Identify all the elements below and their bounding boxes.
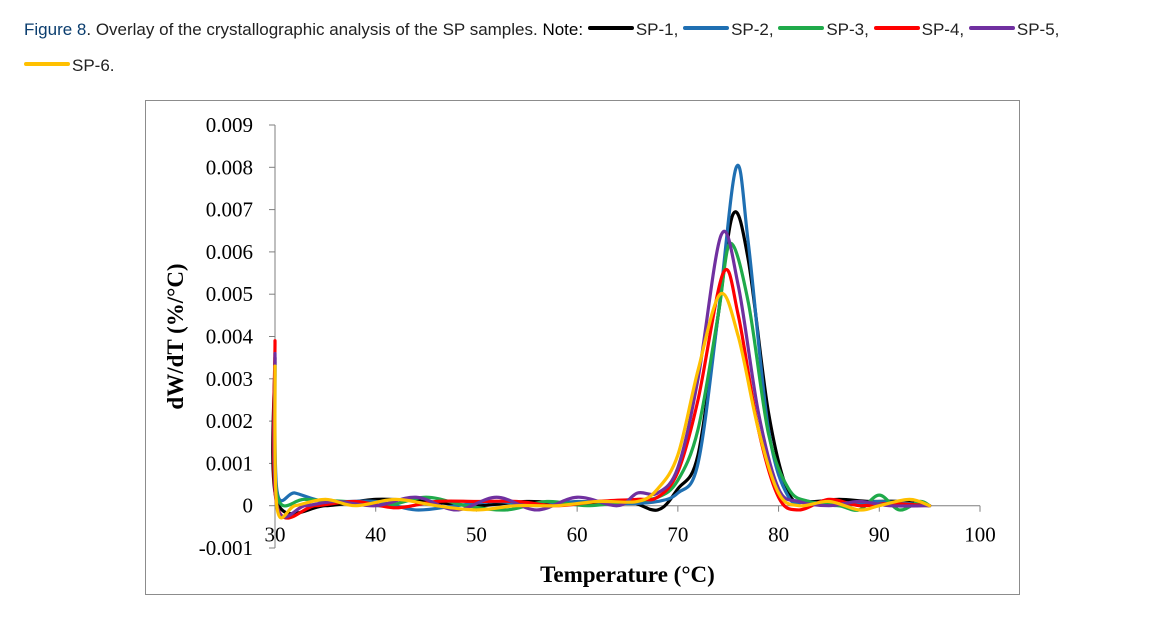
legend-entry: SP-6. <box>24 56 115 75</box>
legend-label: SP-6. <box>72 56 115 75</box>
x-tick-label: 30 <box>265 523 286 547</box>
legend-entry: SP-1, <box>587 20 679 39</box>
legend-entry: SP-4, <box>873 20 965 39</box>
y-tick-label: 0.007 <box>206 198 253 222</box>
series-line-sp-1 <box>271 210 932 516</box>
series-line-sp-3 <box>272 241 932 512</box>
legend-label: SP-5, <box>1016 20 1060 39</box>
x-axis-title: Temperature (°C) <box>540 562 715 587</box>
legend-label: SP-3, <box>826 20 869 39</box>
series-line-sp-6 <box>273 291 932 520</box>
y-tick-label: 0.004 <box>206 325 254 349</box>
series-line-sp-4 <box>271 268 932 520</box>
legend-label: SP-2, <box>731 20 774 39</box>
x-tick-label: 40 <box>365 523 386 547</box>
series-line-sp-2 <box>273 163 932 512</box>
legend-swatch <box>587 25 634 30</box>
x-tick-label: 90 <box>869 523 890 547</box>
y-tick-label: 0.002 <box>206 409 253 433</box>
legend-entry: SP-5, <box>968 20 1060 39</box>
y-axis-title: dW/dT (%/°C) <box>163 263 188 409</box>
y-tick-label: 0.003 <box>206 367 253 391</box>
legend-label: SP-4, <box>921 20 965 39</box>
legend-swatch <box>778 25 825 30</box>
y-tick-label: 0.008 <box>206 155 253 179</box>
y-tick-label: 0.009 <box>206 113 253 137</box>
caption-text: . Overlay of the crystallographic analys… <box>86 20 543 39</box>
y-tick-label: -0.001 <box>199 536 253 560</box>
x-tick-label: 100 <box>964 523 996 547</box>
x-tick-label: 50 <box>466 523 487 547</box>
legend-entry: SP-3, <box>778 20 869 39</box>
line-chart: -0.001 0 0.001 0.002 0.003 0.004 0.005 0.006 0.0… <box>163 113 996 587</box>
legend-swatch <box>873 25 920 30</box>
figure-caption: Figure 8. Overlay of the crystallographi… <box>24 12 1144 84</box>
caption-note: Note: <box>542 20 584 39</box>
figure-label: Figure 8 <box>24 20 87 39</box>
y-tick-label: 0.006 <box>206 240 253 264</box>
legend-swatch <box>24 61 70 66</box>
x-tick-label: 70 <box>667 523 688 547</box>
legend-swatch <box>968 25 1015 30</box>
y-tick-label: 0 <box>243 494 254 518</box>
series-line-sp-5 <box>272 229 932 519</box>
legend-entry: SP-2, <box>683 20 774 39</box>
legend-label: SP-1, <box>635 20 679 39</box>
x-tick-label: 60 <box>567 523 588 547</box>
x-tick-label: 80 <box>768 523 789 547</box>
y-tick-label: 0.001 <box>206 451 253 475</box>
legend-swatch <box>683 25 730 30</box>
caption-legend: SP-1, SP-2, SP-3, SP-4, SP-5, SP-6. <box>24 20 1059 75</box>
y-tick-label: 0.005 <box>206 282 253 306</box>
